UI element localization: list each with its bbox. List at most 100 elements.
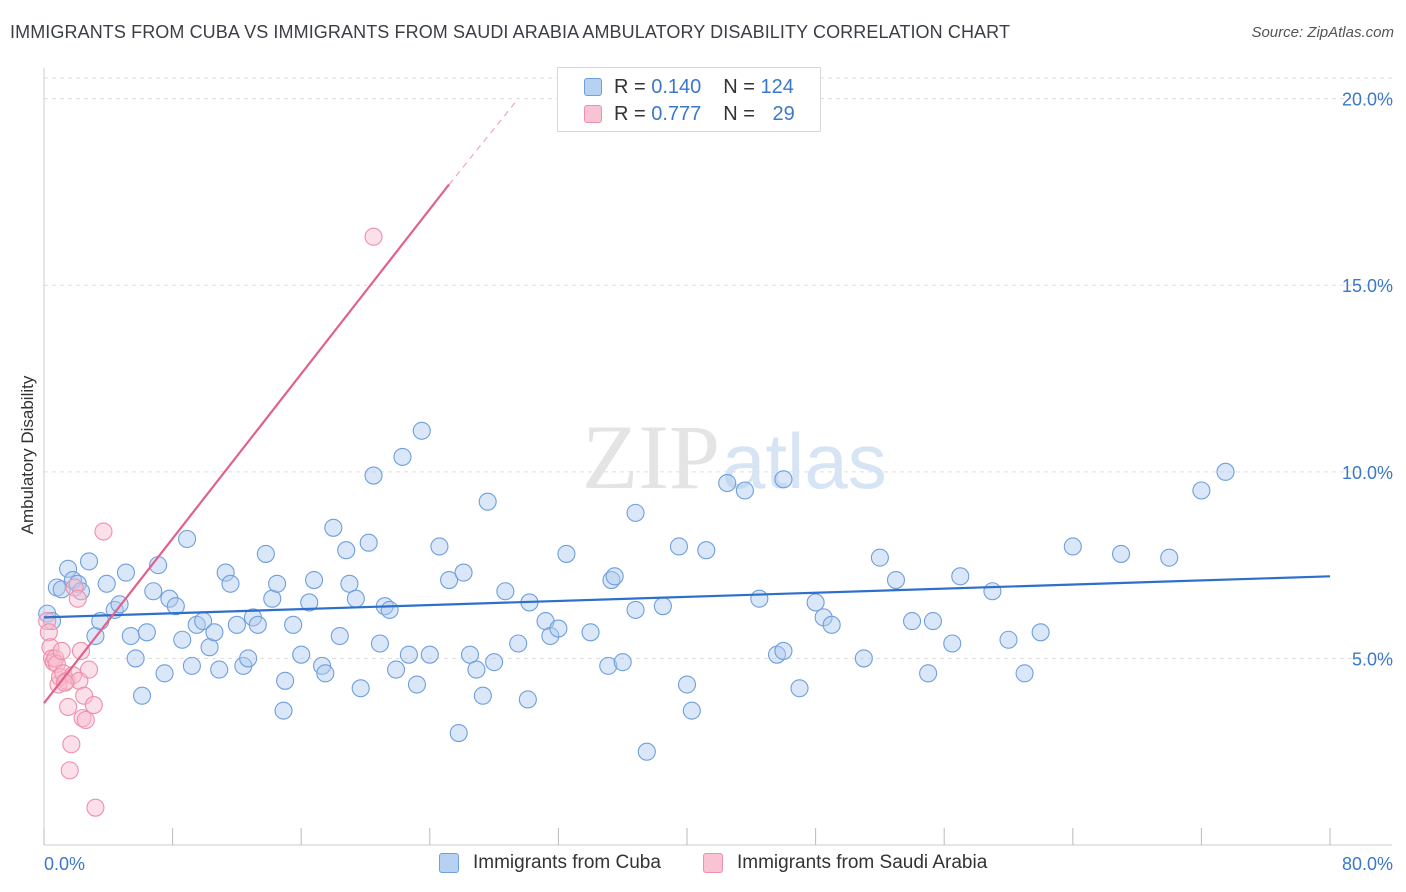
data-point-cuba [669, 537, 689, 556]
data-point-cuba [454, 563, 473, 582]
data-point-cuba [276, 671, 295, 690]
data-point-cuba [305, 570, 324, 590]
data-point-cuba [121, 626, 140, 646]
data-point-cuba [399, 645, 418, 664]
chart-title: IMMIGRANTS FROM CUBA VS IMMIGRANTS FROM … [10, 22, 1011, 42]
data-point-cuba [599, 656, 618, 675]
legend-row-saudi: R = 0.777 N = 29 [584, 102, 795, 126]
data-point-cuba [613, 653, 632, 672]
data-point-cuba [902, 612, 922, 631]
y-tick-label: 20.0% [1342, 90, 1393, 110]
legend-r-value: 0.777 [651, 102, 702, 125]
data-point-cuba [420, 645, 439, 664]
data-point-cuba [173, 630, 192, 649]
data-point-cuba [216, 563, 235, 582]
series-cuba-points [38, 421, 1235, 761]
data-point-cuba [697, 541, 716, 560]
data-point-cuba [1111, 544, 1131, 563]
data-point-cuba [509, 634, 528, 653]
data-point-cuba [473, 686, 492, 705]
data-point-cuba [248, 615, 267, 634]
data-point-cuba [718, 473, 737, 493]
data-point-cuba [370, 634, 390, 653]
trend-line-saudi [43, 183, 450, 704]
y-tick-label: 15.0% [1342, 276, 1393, 296]
data-point-cuba [412, 421, 431, 440]
data-point-cuba [1192, 481, 1211, 500]
legend-row-cuba: R = 0.140 N = 124 [584, 75, 794, 99]
data-point-cuba [923, 612, 942, 631]
data-point-cuba [467, 660, 486, 679]
data-point-cuba [1216, 462, 1235, 481]
data-point-cuba [97, 574, 116, 593]
data-point-cuba [449, 723, 468, 743]
data-point-cuba [284, 615, 303, 634]
data-point-cuba [133, 686, 152, 705]
data-point-cuba [182, 656, 201, 675]
data-point-saudi [41, 638, 60, 657]
data-point-cuba [677, 675, 697, 694]
data-point-cuba [364, 466, 383, 485]
bottom-legend-saudi: Immigrants from Saudi Arabia [703, 852, 987, 874]
data-point-cuba [626, 503, 645, 522]
data-point-cuba [330, 626, 349, 646]
data-point-cuba [1063, 537, 1082, 556]
data-point-cuba [478, 492, 497, 511]
bottom-legend-swatch-cuba [439, 853, 459, 873]
data-point-cuba [999, 630, 1018, 649]
legend-n-label: N = [723, 102, 755, 125]
data-point-saudi [364, 227, 383, 246]
data-point-saudi [73, 709, 92, 728]
data-point-cuba [496, 582, 515, 601]
data-point-saudi [39, 623, 58, 642]
data-point-saudi [59, 697, 78, 716]
tick-labels: 5.0% 10.0% 15.0% 20.0% 0.0% 80.0% [44, 90, 1393, 874]
data-point-cuba [1160, 548, 1179, 567]
data-point-cuba [549, 619, 568, 638]
data-point-cuba [210, 660, 229, 679]
data-point-cuba [407, 675, 426, 694]
data-point-cuba [346, 589, 365, 608]
data-point-cuba [268, 574, 287, 593]
data-point-cuba [380, 600, 399, 619]
data-point-cuba [144, 582, 163, 601]
bottom-legend-cuba: Immigrants from Cuba [439, 852, 661, 874]
data-point-cuba [430, 537, 449, 556]
data-point-cuba [239, 649, 258, 668]
data-point-cuba [155, 664, 174, 683]
data-point-cuba [386, 660, 406, 679]
data-point-cuba [605, 567, 624, 586]
data-point-saudi [68, 589, 87, 608]
data-point-cuba [1031, 623, 1050, 642]
data-point-cuba [274, 701, 293, 720]
legend-swatch-saudi [584, 105, 602, 123]
data-point-cuba [292, 645, 311, 664]
data-point-cuba [919, 664, 938, 683]
data-point-cuba [340, 574, 359, 593]
grid-lines [44, 77, 1392, 659]
data-point-cuba [983, 582, 1002, 601]
axes [43, 68, 1392, 846]
legend-r-label: R = [614, 75, 646, 98]
data-point-cuba [227, 615, 246, 634]
data-point-saudi [60, 761, 79, 780]
data-point-cuba [359, 533, 378, 552]
legend-r-label: R = [614, 102, 646, 125]
data-point-saudi [84, 696, 103, 715]
data-point-cuba [682, 701, 701, 720]
y-tick-label: 5.0% [1352, 649, 1393, 669]
data-point-cuba [166, 597, 185, 616]
data-point-cuba [221, 574, 240, 593]
data-point-cuba [854, 649, 873, 668]
data-point-saudi [79, 660, 99, 679]
data-point-cuba [160, 589, 179, 608]
data-point-cuba [774, 641, 793, 661]
data-point-saudi [65, 578, 84, 597]
data-point-cuba [790, 679, 809, 698]
data-point-cuba [951, 567, 970, 586]
data-point-saudi [55, 673, 74, 692]
data-point-cuba [750, 589, 769, 608]
data-point-saudi [75, 686, 94, 705]
source-credit: Source: ZipAtlas.com [1251, 24, 1394, 41]
